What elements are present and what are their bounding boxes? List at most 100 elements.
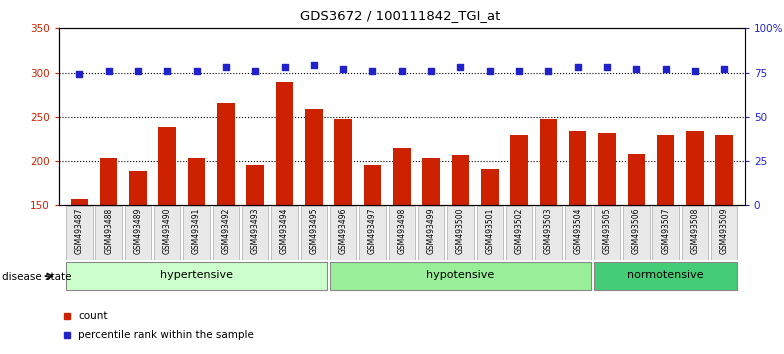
Bar [158,127,176,205]
Text: hypertensive: hypertensive [160,270,233,280]
FancyBboxPatch shape [623,206,649,259]
Bar [423,158,440,205]
Text: GSM493499: GSM493499 [426,207,436,254]
Text: GSM493504: GSM493504 [573,207,583,254]
Point [220,64,232,70]
FancyBboxPatch shape [330,262,591,290]
Text: GSM493489: GSM493489 [133,207,143,254]
FancyBboxPatch shape [593,262,738,290]
FancyBboxPatch shape [271,206,298,259]
Point [366,68,379,74]
Point [454,64,466,70]
Bar [246,165,264,205]
Point [425,68,437,74]
FancyBboxPatch shape [535,206,561,259]
Point [688,68,701,74]
FancyBboxPatch shape [183,206,210,259]
FancyBboxPatch shape [66,262,327,290]
Bar [334,119,352,205]
Text: GSM493490: GSM493490 [163,207,172,254]
Text: normotensive: normotensive [627,270,704,280]
Point [484,68,496,74]
Text: GSM493494: GSM493494 [280,207,289,254]
FancyBboxPatch shape [564,206,591,259]
Point [337,66,350,72]
FancyBboxPatch shape [711,206,738,259]
Text: GSM493505: GSM493505 [603,207,612,254]
Bar [657,135,674,205]
Text: GSM493506: GSM493506 [632,207,641,254]
FancyBboxPatch shape [125,206,151,259]
Point [278,64,291,70]
FancyBboxPatch shape [389,206,415,259]
FancyBboxPatch shape [242,206,268,259]
Point [307,63,320,68]
Text: GSM493495: GSM493495 [310,207,318,254]
Point [513,68,525,74]
FancyBboxPatch shape [682,206,708,259]
Point [103,68,115,74]
FancyBboxPatch shape [593,206,620,259]
Bar [716,135,733,205]
Point [718,66,731,72]
Bar [100,158,118,205]
Point [630,66,643,72]
Bar [393,148,411,205]
FancyBboxPatch shape [154,206,180,259]
FancyBboxPatch shape [359,206,386,259]
Text: GSM493493: GSM493493 [251,207,260,254]
Text: GSM493488: GSM493488 [104,207,113,254]
Bar [452,155,470,205]
Point [542,68,554,74]
Text: disease state: disease state [2,272,71,282]
Text: percentile rank within the sample: percentile rank within the sample [78,330,254,340]
Bar [217,103,234,205]
FancyBboxPatch shape [506,206,532,259]
Text: hypotensive: hypotensive [426,270,495,280]
Bar [627,154,645,205]
Text: GSM493497: GSM493497 [368,207,377,254]
Point [249,68,262,74]
Point [659,66,672,72]
FancyBboxPatch shape [447,206,474,259]
Point [73,72,85,77]
Bar [71,199,88,205]
Bar [510,135,528,205]
Point [161,68,173,74]
Point [132,68,144,74]
FancyBboxPatch shape [330,206,357,259]
Text: GSM493508: GSM493508 [691,207,699,254]
Bar [569,131,586,205]
Text: GSM493492: GSM493492 [221,207,230,254]
Text: GSM493500: GSM493500 [456,207,465,254]
Bar [276,82,293,205]
Bar [305,109,323,205]
Point [395,68,408,74]
Text: GSM493491: GSM493491 [192,207,201,254]
FancyBboxPatch shape [96,206,122,259]
FancyBboxPatch shape [300,206,327,259]
Text: GSM493503: GSM493503 [544,207,553,254]
Text: GSM493501: GSM493501 [485,207,494,254]
Bar [686,131,704,205]
Text: GSM493507: GSM493507 [661,207,670,254]
Bar [188,158,205,205]
Point [601,64,613,70]
FancyBboxPatch shape [418,206,445,259]
Point [191,68,203,74]
FancyBboxPatch shape [652,206,679,259]
FancyBboxPatch shape [477,206,503,259]
FancyBboxPatch shape [66,206,93,259]
Text: count: count [78,311,107,321]
Text: GDS3672 / 100111842_TGI_at: GDS3672 / 100111842_TGI_at [299,9,500,22]
Text: GSM493509: GSM493509 [720,207,729,254]
Text: GSM493502: GSM493502 [514,207,524,254]
Bar [481,169,499,205]
Bar [364,165,381,205]
Text: GSM493496: GSM493496 [339,207,347,254]
FancyBboxPatch shape [212,206,239,259]
Point [572,64,584,70]
Text: GSM493498: GSM493498 [397,207,406,254]
Text: GSM493487: GSM493487 [74,207,84,254]
Bar [129,171,147,205]
